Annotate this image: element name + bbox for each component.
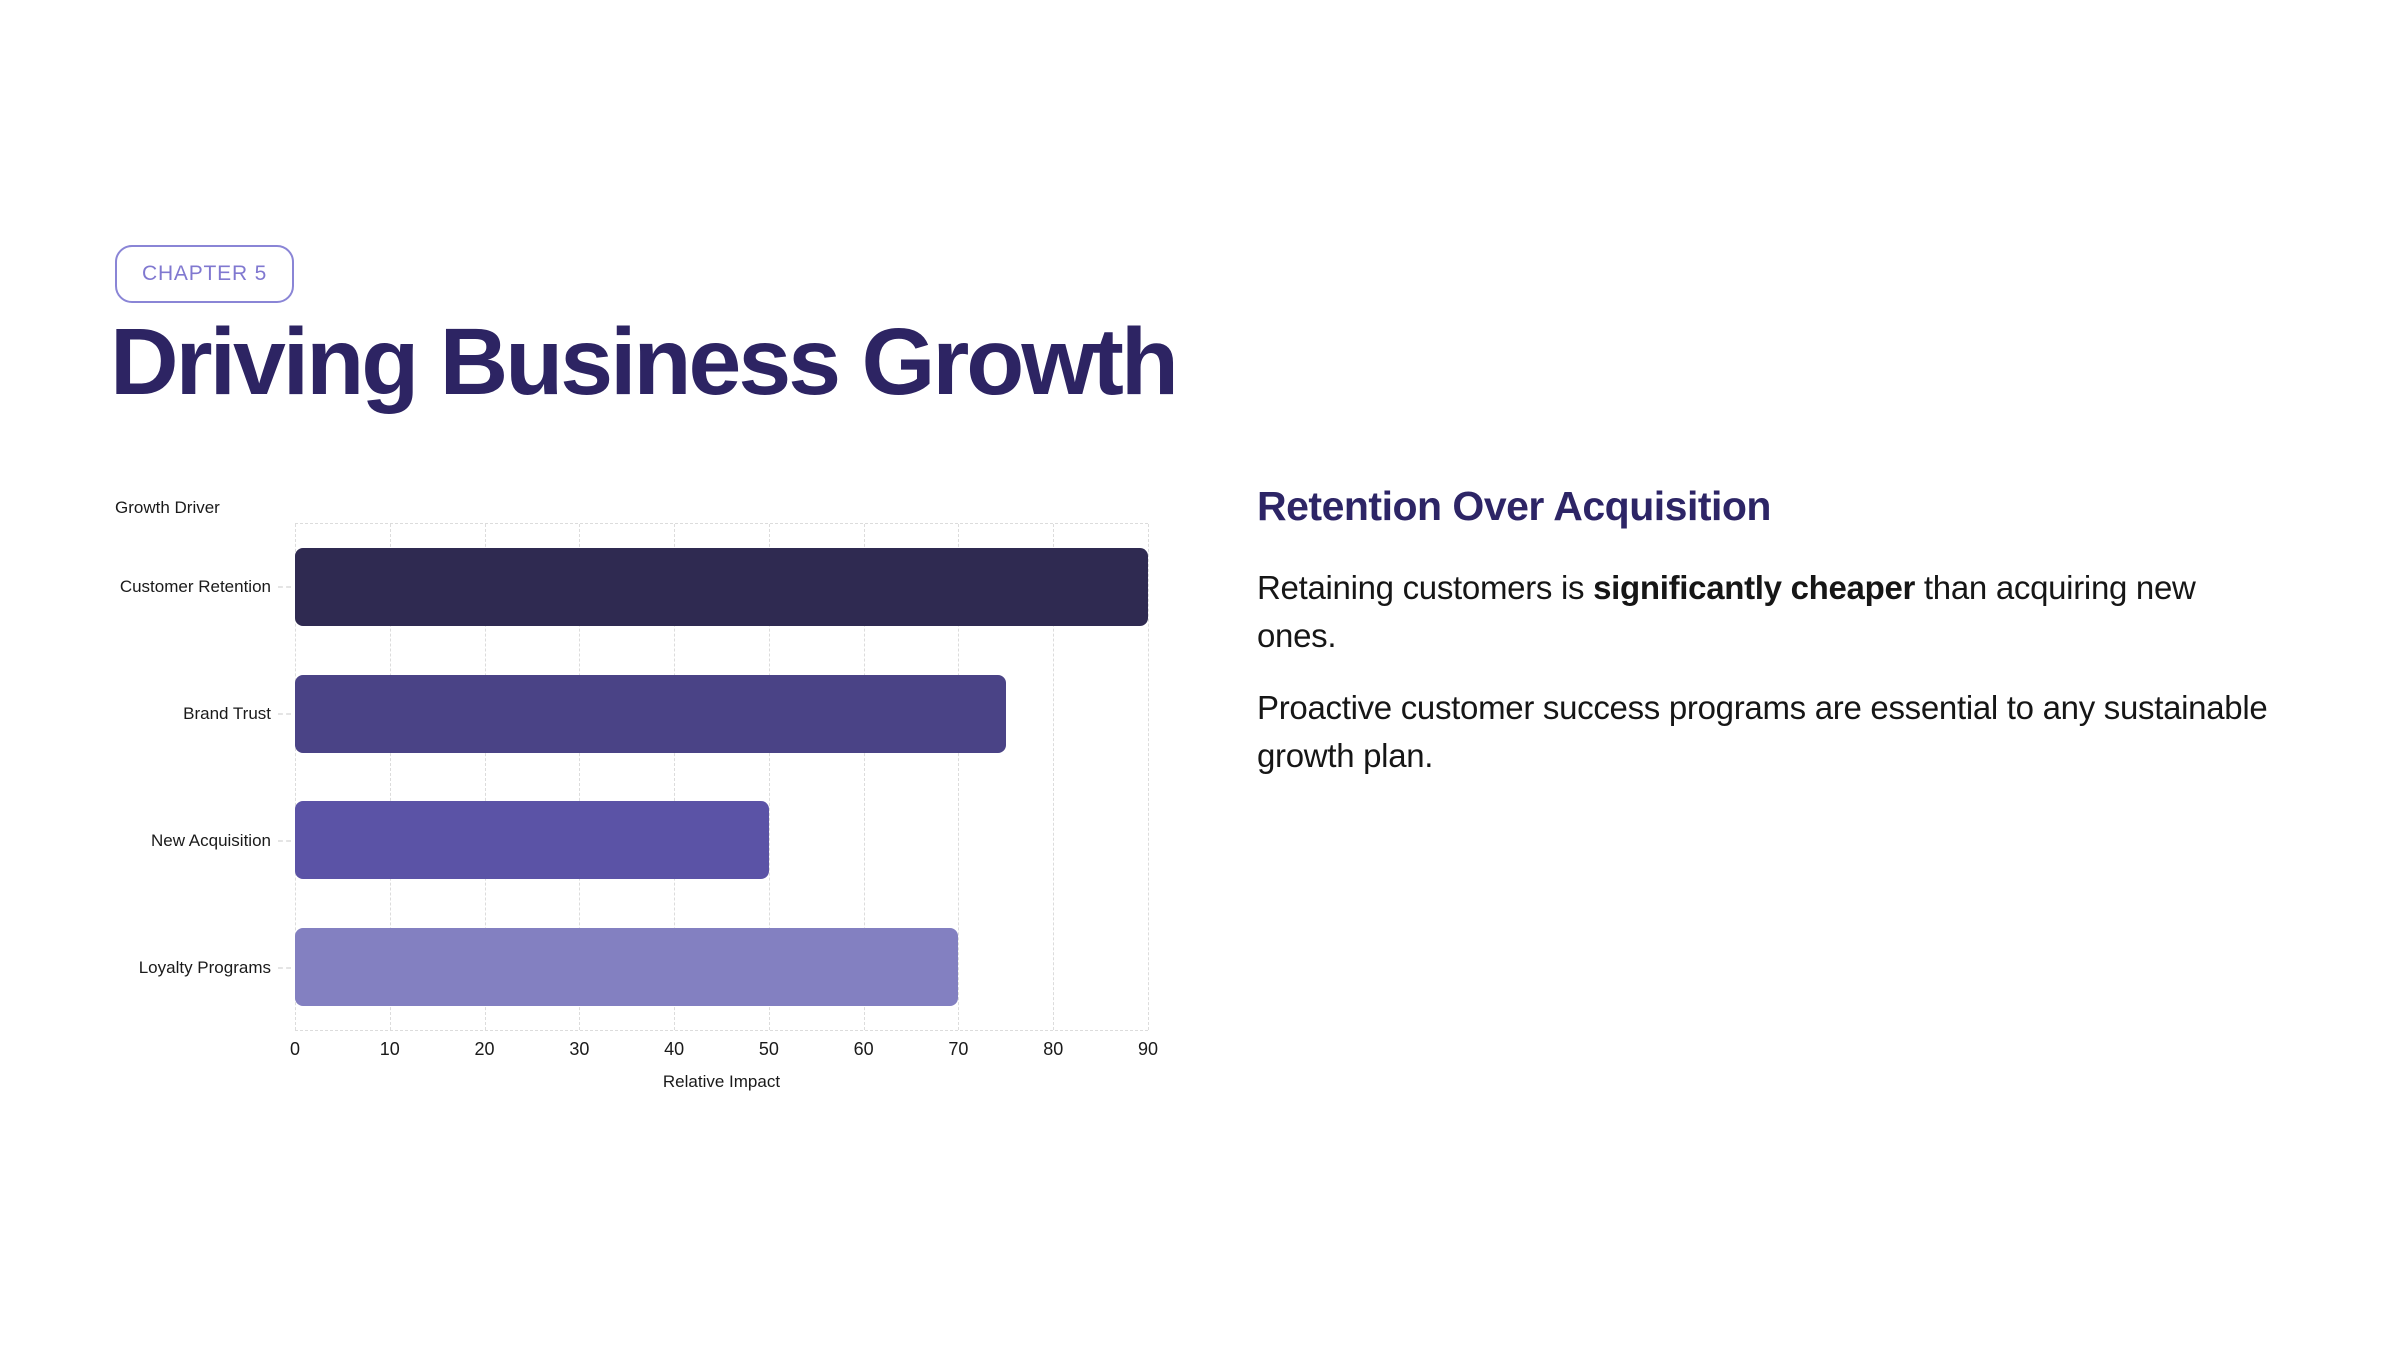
x-tick-label-0: 0 bbox=[289, 1039, 301, 1059]
x-tick-label-90: 90 bbox=[1137, 1039, 1159, 1059]
gridline-x-90 bbox=[1148, 524, 1149, 1030]
y-tick-new-acquisition bbox=[278, 839, 291, 842]
bar-row-new-acquisition bbox=[295, 777, 1148, 904]
bar-row-brand-trust bbox=[295, 651, 1148, 778]
x-tick-label-60: 60 bbox=[853, 1039, 874, 1059]
y-tick-loyalty-programs bbox=[278, 966, 291, 969]
chapter-badge: CHAPTER 5 bbox=[115, 245, 295, 303]
paragraph-1-pre: Retaining customers is bbox=[1257, 569, 1594, 606]
gridline-x-10 bbox=[389, 524, 391, 1030]
chart-category-labels: Customer Retention Brand Trust New Acquisi… bbox=[115, 523, 291, 1031]
bar-customer-retention bbox=[295, 548, 1148, 627]
category-label-new-acquisition: New Acquisition bbox=[150, 830, 271, 850]
gridline-x-70 bbox=[958, 524, 960, 1030]
chart-y-axis-title: Growth Driver bbox=[115, 498, 220, 517]
chapter-badge-label: CHAPTER 5 bbox=[142, 262, 268, 285]
gridline-x-50 bbox=[768, 524, 770, 1030]
bar-brand-trust bbox=[295, 674, 1006, 753]
panel-paragraph-2: Proactive customer success programs are … bbox=[1257, 684, 2400, 780]
bar-row-loyalty-programs bbox=[295, 904, 1148, 1031]
category-label-row-brand-trust: Brand Trust bbox=[115, 650, 291, 777]
gridline-x-40 bbox=[674, 524, 676, 1030]
panel-paragraph-1: Retaining customers is significantly che… bbox=[1257, 564, 2400, 660]
paragraph-1-line-1: Retaining customers is significantly che… bbox=[1257, 564, 2400, 612]
panel-heading: Retention Over Acquisition bbox=[1257, 483, 1771, 529]
bar-new-acquisition bbox=[295, 801, 769, 880]
gridline-x-0 bbox=[295, 524, 296, 1030]
gridline-x-30 bbox=[579, 524, 581, 1030]
gridline-x-20 bbox=[484, 524, 486, 1030]
y-tick-brand-trust bbox=[278, 712, 291, 715]
paragraph-1-bold: significantly cheaper bbox=[1593, 569, 1916, 606]
chart-x-axis-ticks: 0 10 20 30 40 50 60 70 80 90 bbox=[290, 1039, 1158, 1063]
category-label-brand-trust: Brand Trust bbox=[183, 703, 271, 723]
x-tick-label-40: 40 bbox=[664, 1039, 685, 1059]
x-tick-label-10: 10 bbox=[379, 1039, 400, 1059]
bar-chart: Growth Driver Customer Retention Brand Tr… bbox=[115, 494, 1185, 1104]
chart-plot-area bbox=[295, 523, 1149, 1031]
x-tick-label-20: 20 bbox=[474, 1039, 495, 1059]
bar-row-customer-retention bbox=[295, 524, 1148, 651]
text-panel: Retention Over Acquisition Retaining cus… bbox=[1257, 484, 2400, 780]
paragraph-2-line-1: Proactive customer success programs are … bbox=[1257, 689, 2268, 726]
slide-title: Driving Business Growth bbox=[110, 309, 1179, 415]
x-tick-label-80: 80 bbox=[1043, 1039, 1064, 1059]
bar-loyalty-programs bbox=[295, 927, 959, 1006]
paragraph-1-post: than acquiring new bbox=[1915, 569, 2196, 606]
y-tick-customer-retention bbox=[278, 585, 291, 588]
category-label-row-customer-retention: Customer Retention bbox=[115, 523, 291, 650]
gridline-x-60 bbox=[863, 524, 865, 1030]
gridline-x-80 bbox=[1053, 524, 1055, 1030]
paragraph-2-line-2: growth plan. bbox=[1257, 737, 1434, 774]
category-label-row-loyalty-programs: Loyalty Programs bbox=[115, 904, 291, 1031]
category-label-customer-retention: Customer Retention bbox=[119, 576, 271, 596]
x-tick-label-70: 70 bbox=[948, 1039, 969, 1059]
x-tick-label-50: 50 bbox=[758, 1039, 779, 1059]
category-label-loyalty-programs: Loyalty Programs bbox=[138, 957, 271, 977]
chart-x-axis-title: Relative Impact bbox=[662, 1072, 781, 1091]
x-tick-label-30: 30 bbox=[569, 1039, 590, 1059]
paragraph-1-line-2: ones. bbox=[1257, 617, 1337, 654]
category-label-row-new-acquisition: New Acquisition bbox=[115, 777, 291, 904]
